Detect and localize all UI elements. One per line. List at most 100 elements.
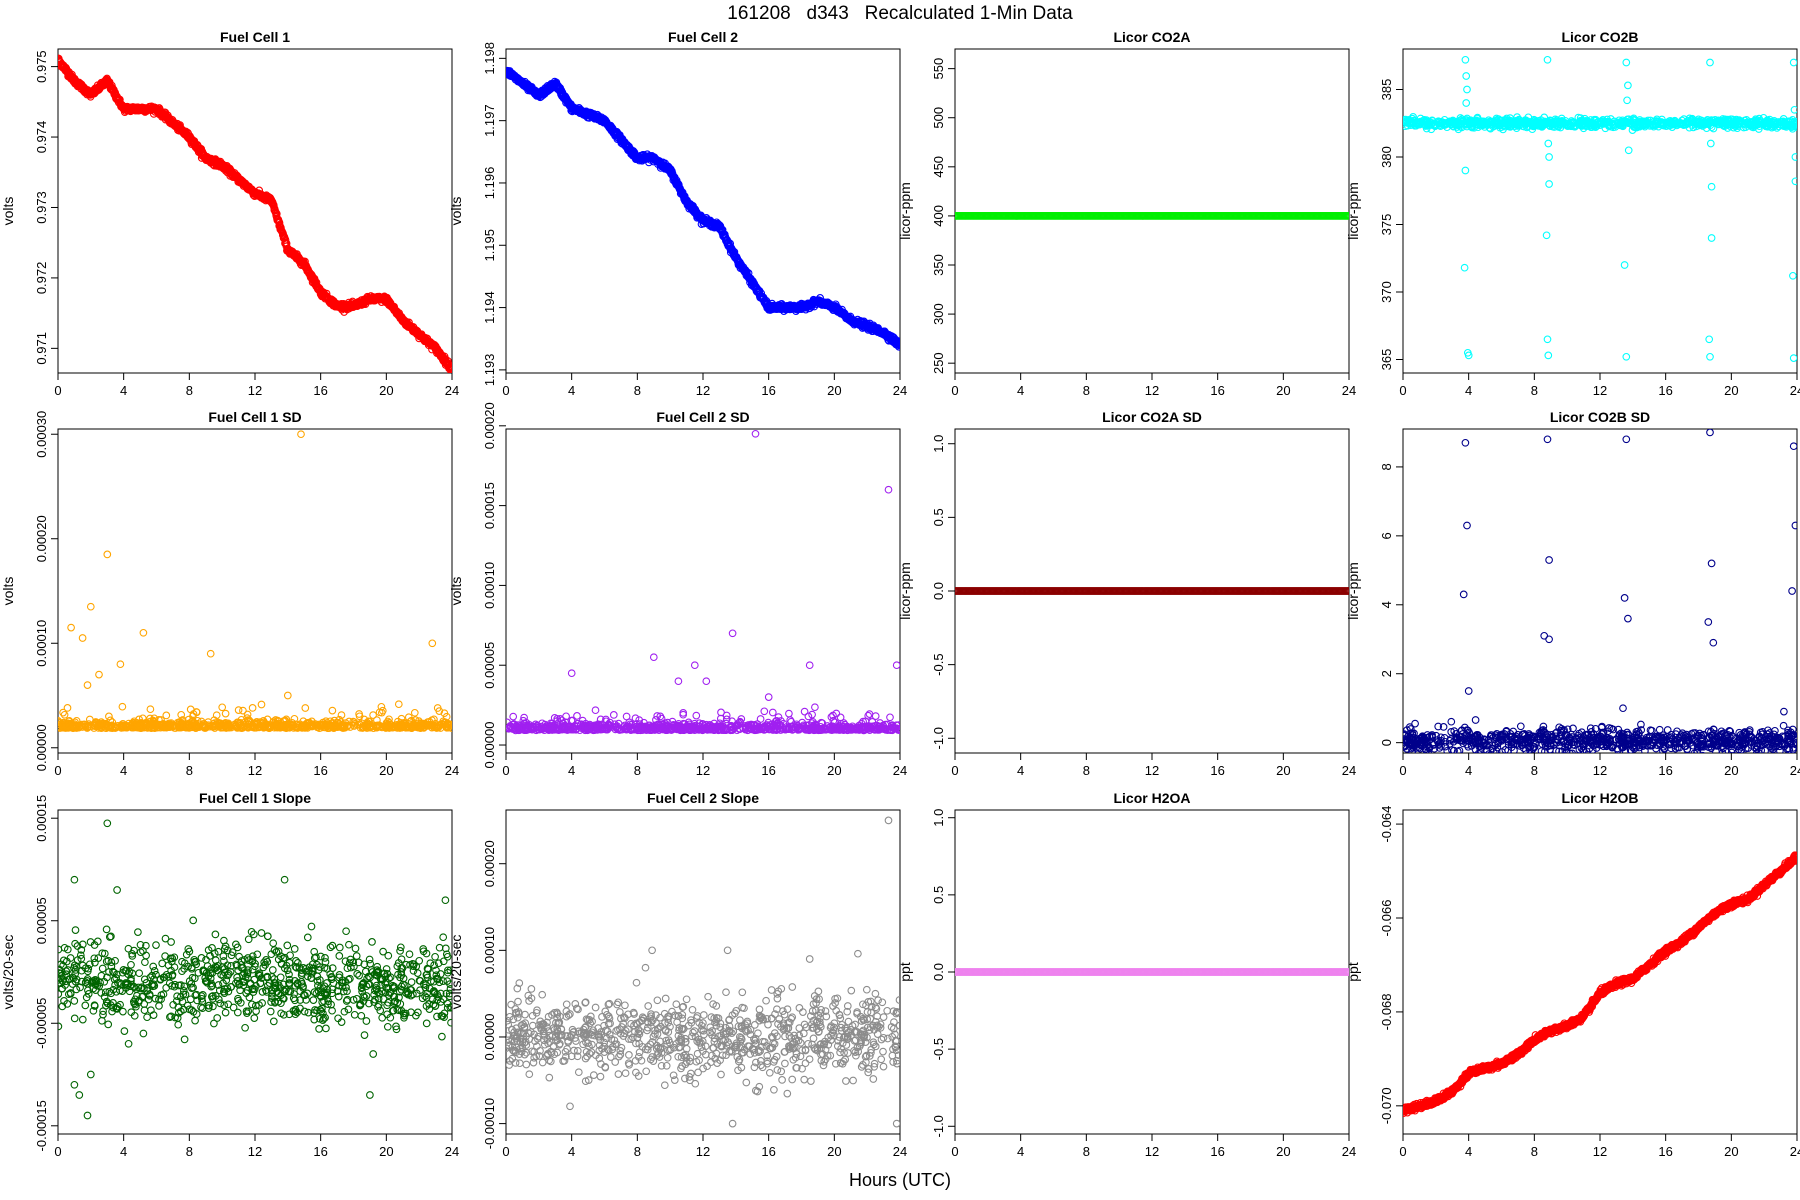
- outlier-point: [1706, 352, 1714, 361]
- x-tick-label: 8: [634, 383, 641, 398]
- outlier-point: [1461, 166, 1470, 175]
- y-tick-label: 370: [1379, 281, 1394, 303]
- x-tick-label: 20: [1276, 383, 1290, 398]
- outlier-point: [1789, 58, 1797, 67]
- trend-point: [382, 295, 391, 303]
- data-point: [1677, 119, 1686, 128]
- trend-point: [731, 253, 740, 262]
- x-tick-label: 16: [1658, 383, 1672, 398]
- data-point: [60, 710, 69, 719]
- y-tick-label: 500: [931, 107, 946, 129]
- data-point: [1779, 122, 1788, 130]
- data-point: [1665, 121, 1674, 130]
- data-point: [1584, 120, 1593, 129]
- data-point: [1501, 118, 1510, 127]
- y-tick-label: 0.975: [34, 50, 49, 83]
- data-point: [162, 711, 171, 720]
- outlier-point: [1790, 105, 1797, 114]
- trend-point: [879, 328, 888, 337]
- trend-point: [185, 133, 194, 141]
- outlier-point: [1789, 354, 1797, 362]
- trend-point: [781, 303, 789, 312]
- trend-point: [551, 79, 560, 88]
- y-tick-label: 365: [1379, 349, 1394, 371]
- data-point: [1403, 122, 1410, 131]
- data-point: [895, 342, 900, 351]
- y-tick-label: 375: [1379, 214, 1394, 236]
- trend-point: [896, 341, 900, 349]
- data-point: [1784, 118, 1793, 127]
- trend-point: [300, 259, 309, 268]
- trend-point: [431, 344, 440, 353]
- y-axis-label: licor-ppm: [1345, 182, 1361, 240]
- data-point: [1403, 117, 1408, 125]
- data-point: [1447, 120, 1455, 129]
- panel-co2b: Licor CO2Blicor-ppm048121620243653703753…: [1345, 29, 1800, 398]
- trend-point: [333, 302, 341, 310]
- plot-frame: [1402, 48, 1798, 374]
- data-points: [1403, 55, 1797, 362]
- trend-point: [830, 303, 839, 312]
- data-point: [1495, 119, 1504, 127]
- data-point: [1649, 121, 1657, 130]
- data-point: [1472, 117, 1481, 126]
- data-point: [1566, 121, 1575, 130]
- data-point: [1536, 118, 1545, 126]
- data-point: [1565, 120, 1574, 128]
- data-point: [239, 706, 247, 715]
- data-point: [1658, 115, 1666, 124]
- y-tick-label: 450: [931, 156, 946, 178]
- x-tick-label: 0: [951, 383, 958, 398]
- outlier-point: [1545, 180, 1553, 188]
- data-point: [1784, 117, 1792, 126]
- outlier-point: [1543, 335, 1552, 344]
- outlier-point: [1545, 153, 1553, 161]
- trend-point: [666, 166, 675, 175]
- x-tick-label: 0: [502, 383, 509, 398]
- data-point: [1479, 121, 1487, 130]
- outlier-point: [1461, 55, 1470, 64]
- data-point: [1736, 117, 1744, 126]
- data-points: [58, 54, 452, 373]
- data-point: [1636, 117, 1644, 126]
- x-tick-label: 0: [54, 383, 61, 398]
- data-point: [894, 337, 900, 346]
- page-title: 161208 d343 Recalculated 1-Min Data: [727, 3, 1073, 24]
- outlier-point: [1462, 99, 1471, 107]
- x-tick-label: 20: [1724, 383, 1738, 398]
- data-point: [212, 711, 221, 720]
- y-tick-label: 0.00020: [34, 515, 49, 562]
- panel-title: Fuel Cell 1: [220, 29, 290, 45]
- outlier-point: [1791, 177, 1797, 186]
- trend-point: [715, 222, 724, 231]
- y-tick-label: 0.00030: [34, 411, 49, 458]
- trend-point: [136, 105, 144, 113]
- data-point: [1514, 122, 1522, 130]
- y-tick-label: 300: [931, 303, 946, 325]
- outlier-point: [1707, 182, 1716, 191]
- data-point: [1689, 123, 1698, 132]
- data-point: [1489, 122, 1498, 131]
- outlier-point: [1706, 139, 1715, 148]
- data-point: [1596, 118, 1605, 126]
- data-point: [1601, 124, 1610, 133]
- trend-point: [649, 154, 658, 162]
- trend-point: [584, 110, 592, 119]
- trend-point: [699, 216, 707, 225]
- data-point: [1602, 118, 1611, 127]
- data-point: [1452, 120, 1460, 128]
- data-point: [1792, 117, 1797, 126]
- data-point: [1345, 212, 1349, 220]
- x-tick-label: 8: [1531, 383, 1538, 398]
- trend-point: [234, 175, 243, 184]
- x-tick-label: 0: [54, 763, 61, 778]
- y-tick-label: 0.974: [34, 121, 49, 154]
- data-point: [447, 363, 452, 372]
- x-tick-label: 12: [696, 383, 710, 398]
- data-point: [1410, 116, 1418, 125]
- outlier-point: [1544, 139, 1553, 148]
- trend-point: [415, 330, 424, 339]
- data-point: [1707, 116, 1716, 124]
- data-point: [1533, 119, 1542, 127]
